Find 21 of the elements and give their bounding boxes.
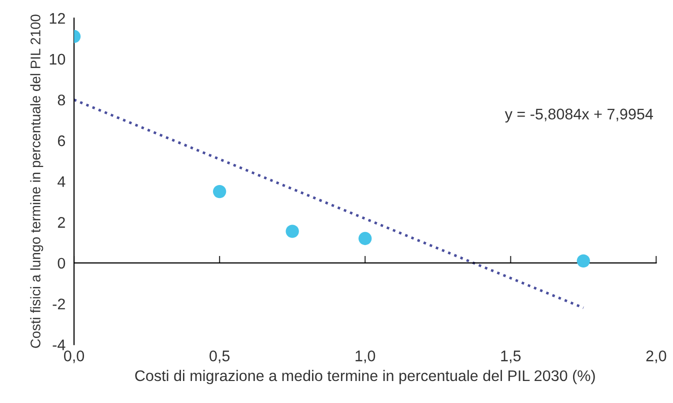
x-tick-label: 1,0: [356, 350, 376, 364]
y-axis-title: Costi fisici a lungo termine in percentuale del PIL 2100: [30, 14, 44, 348]
annotation: y = -5,8084x + 7,9954: [504, 108, 654, 122]
y-tick-label: -2: [52, 298, 65, 310]
x-tick-label: 2,0: [646, 350, 666, 364]
y-tick-label: 10: [50, 54, 66, 65]
x-tick-label: 0,5: [210, 350, 230, 364]
y-tick-label: 2: [58, 217, 65, 228]
point: [576, 254, 590, 268]
point: [286, 224, 299, 238]
y-tick-label: 8: [58, 94, 66, 106]
y-tick-label: 0: [58, 258, 66, 269]
point: [358, 232, 372, 246]
y-tick-label: -4: [52, 340, 66, 350]
x-tick-label: 0,0: [64, 350, 84, 364]
x-axis-title: Costi di migrazione a medio termine in percentuale del PIL 2030 (%): [135, 370, 595, 384]
point: [212, 184, 226, 198]
y-tick-label: 4: [58, 176, 66, 187]
y-tick-label: 12: [50, 13, 65, 24]
x-tick-label: 1,5: [501, 350, 521, 364]
y-tick-label: 6: [58, 135, 66, 146]
